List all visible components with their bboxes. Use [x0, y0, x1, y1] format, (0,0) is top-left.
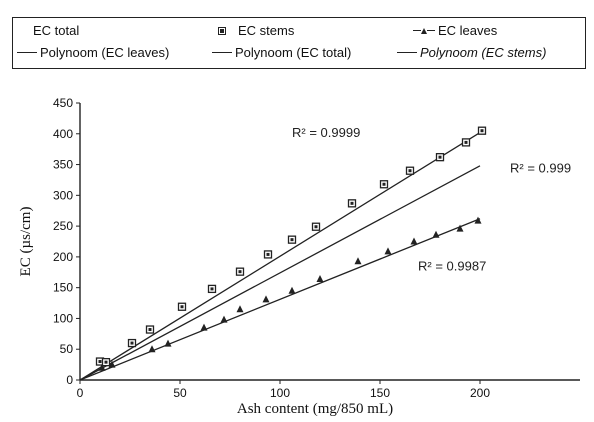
data-point-ec-leaves [384, 247, 392, 255]
data-point-core-ec-stems [480, 129, 484, 133]
x-tick-label: 50 [173, 386, 187, 400]
x-tick-label: 150 [370, 386, 390, 400]
data-point-core-ec-stems [98, 360, 102, 364]
r2-label-polynoom-ec-total: R² = 0.999 [510, 161, 571, 176]
line-marker-icon [212, 52, 232, 53]
square-marker-icon [218, 26, 226, 35]
y-tick-label: 50 [60, 342, 74, 356]
data-point-ec-leaves [200, 323, 208, 331]
legend-label-poly-leaves: Polynoom (EC leaves) [40, 45, 170, 60]
data-point-ec-leaves [432, 230, 440, 238]
chart-ticks: 0 50 100 150 200 250 300 350 400 450 0 50 100 150 200 [53, 96, 490, 400]
chart-axes [79, 103, 580, 381]
data-point-ec-leaves [316, 275, 324, 283]
data-point-ec-leaves [220, 315, 228, 323]
data-point-ec-leaves [354, 257, 362, 265]
data-point-core-ec-stems [130, 341, 134, 345]
y-tick-label: 250 [53, 219, 73, 233]
legend-item-ec-stems: EC stems [218, 23, 294, 38]
legend-label-ec-leaves: EC leaves [438, 23, 498, 38]
y-tick-label: 350 [53, 158, 73, 172]
fit-line-polynoom-ec-total [79, 165, 481, 381]
legend-label-ec-total: EC total [33, 23, 80, 38]
y-tick-label: 100 [53, 311, 73, 325]
legend-item-ec-leaves: EC leaves [413, 23, 497, 38]
triangle-marker-icon [413, 27, 435, 34]
legend-item-poly-stems: Polynoom (EC stems) [397, 45, 546, 60]
data-point-core-ec-stems [266, 252, 270, 256]
fit-line-polynoom-ec-stems [79, 131, 481, 381]
data-point-ec-leaves [148, 345, 156, 353]
data-point-core-ec-stems [382, 182, 386, 186]
data-point-ec-leaves [98, 363, 106, 371]
y-tick-label: 300 [53, 188, 73, 202]
data-point-core-ec-stems [148, 328, 152, 332]
legend-label-poly-total: Polynoom (EC total) [235, 45, 352, 60]
data-point-ec-leaves [164, 339, 172, 347]
y-axis-label: EC (µs/cm) [18, 207, 34, 277]
legend-item-ec-total: EC total [33, 23, 79, 38]
data-point-core-ec-stems [238, 270, 242, 274]
data-point-ec-leaves [236, 305, 244, 313]
legend-label-poly-stems: Polynoom (EC stems) [420, 45, 547, 60]
x-axis-label: Ash content (mg/850 mL) [237, 401, 393, 417]
data-point-ec-leaves [262, 295, 270, 303]
x-tick-label: 100 [270, 386, 290, 400]
data-point-core-ec-stems [350, 201, 354, 205]
data-point-core-ec-stems [290, 238, 294, 242]
r2-label-polynoom-ec-stems: R² = 0.9999 [292, 125, 360, 140]
legend-item-poly-leaves: Polynoom (EC leaves) [17, 45, 169, 60]
data-point-ec-leaves [474, 216, 482, 224]
data-point-core-ec-stems [180, 305, 184, 309]
data-point-core-ec-stems [438, 155, 442, 159]
data-point-ec-leaves [288, 286, 296, 294]
chart-markers [95, 126, 487, 371]
data-point-core-ec-stems [104, 360, 108, 364]
chart-fit-lines [79, 131, 481, 381]
legend-label-ec-stems: EC stems [238, 23, 295, 38]
fit-line-polynoom-ec-leaves [79, 218, 481, 381]
y-tick-label: 150 [53, 281, 73, 295]
data-point-ec-leaves [456, 224, 464, 232]
r2-label-polynoom-ec-leaves: R² = 0.9987 [418, 258, 486, 273]
y-tick-label: 0 [66, 373, 73, 387]
y-tick-label: 400 [53, 127, 73, 141]
x-tick-label: 200 [470, 386, 490, 400]
data-point-ec-leaves [108, 360, 116, 368]
chart-legend: EC total EC stems EC leaves Polynoom (EC… [12, 17, 586, 69]
line-marker-icon [397, 52, 417, 53]
data-point-ec-leaves [410, 237, 418, 245]
data-point-core-ec-stems [314, 225, 318, 229]
legend-item-poly-total: Polynoom (EC total) [212, 45, 351, 60]
data-point-core-ec-stems [408, 169, 412, 173]
line-marker-icon [17, 52, 37, 53]
x-tick-label: 0 [77, 386, 84, 400]
y-tick-label: 450 [53, 96, 73, 110]
chart-r2-labels: R² = 0.9999 R² = 0.999 R² = 0.9987 [292, 125, 571, 274]
data-point-core-ec-stems [210, 287, 214, 291]
data-point-core-ec-stems [464, 140, 468, 144]
y-tick-label: 200 [53, 250, 73, 264]
